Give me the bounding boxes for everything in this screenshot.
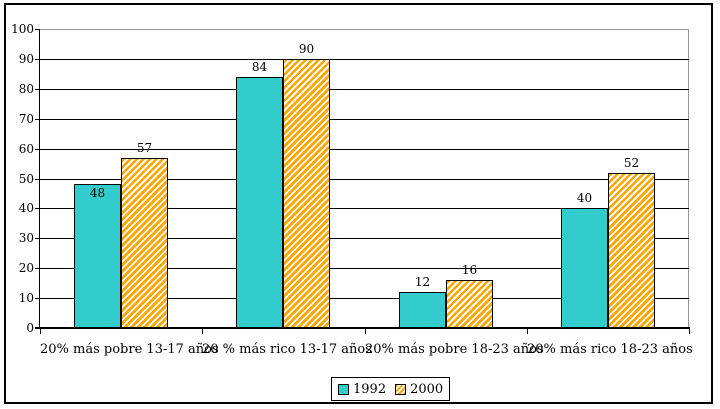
category-label: 20% más pobre 13-17 años: [40, 342, 219, 357]
y-tick-label: 30: [18, 231, 34, 245]
y-tick-label: 100: [11, 22, 34, 36]
y-axis-tick: [35, 268, 40, 269]
gridline: [40, 238, 689, 239]
bar-1992-group-3: [561, 208, 608, 328]
legend-label-1992: 1992: [353, 381, 387, 397]
plot-area-border: [40, 29, 689, 328]
legend-item-2000: 2000: [395, 382, 443, 397]
gridline: [40, 149, 689, 150]
y-axis-tick: [35, 149, 40, 150]
gridline: [40, 119, 689, 120]
y-tick-label: 0: [26, 321, 34, 335]
y-axis-tick: [35, 179, 40, 180]
chart-frame: [4, 3, 713, 404]
gridline: [40, 268, 689, 269]
y-tick-label: 70: [18, 112, 34, 126]
bar-2000-group-2: [446, 280, 493, 328]
legend-item-1992: 1992: [338, 382, 386, 397]
bar-value-label: 12: [414, 275, 431, 289]
x-axis-tick: [689, 328, 690, 334]
y-tick-label: 20: [18, 261, 34, 275]
y-axis: [39, 29, 40, 329]
bar-1992-group-2: [399, 292, 446, 328]
y-axis-tick: [35, 59, 40, 60]
bar-value-label: 57: [136, 141, 153, 155]
y-axis-tick: [35, 29, 40, 30]
legend: 1992 2000: [331, 377, 451, 401]
bar-value-label: 84: [251, 60, 268, 74]
legend-swatch-1992-icon: [338, 383, 349, 395]
gridline: [40, 179, 689, 180]
x-axis-tick: [202, 328, 203, 334]
y-axis-tick: [35, 89, 40, 90]
bar-2000-group-1: [283, 59, 330, 328]
bar-2000-group-0: [121, 158, 168, 328]
x-axis-tick: [527, 328, 528, 334]
x-axis: [35, 327, 690, 329]
x-axis-tick: [365, 328, 366, 334]
y-axis-tick: [35, 238, 40, 239]
y-tick-label: 60: [18, 142, 34, 156]
y-axis-tick: [35, 298, 40, 299]
bar-value-label: 52: [623, 156, 640, 170]
bar-value-label: 90: [298, 42, 315, 56]
y-tick-label: 10: [18, 291, 34, 305]
bar-2000-group-3: [608, 173, 655, 328]
bar-1992-group-0: [74, 184, 121, 328]
y-tick-label: 90: [18, 52, 34, 66]
category-label: 20% más rico 18-23 años: [527, 342, 693, 357]
gridline: [40, 298, 689, 299]
gridline: [40, 59, 689, 60]
y-tick-label: 40: [18, 201, 34, 215]
legend-label-2000: 2000: [410, 381, 444, 397]
y-axis-tick: [35, 119, 40, 120]
bar-value-label: 48: [89, 186, 106, 200]
category-label: 20 % más rico 13-17 años: [202, 342, 372, 357]
bar-1992-group-1: [236, 77, 283, 328]
gridline: [40, 208, 689, 209]
category-label: 20% más pobre 18-23 años: [365, 342, 544, 357]
y-tick-label: 80: [18, 82, 34, 96]
bar-value-label: 40: [576, 191, 593, 205]
y-axis-tick: [35, 208, 40, 209]
legend-swatch-2000-icon: [395, 383, 407, 395]
y-tick-label: 50: [18, 172, 34, 186]
bar-value-label: 16: [461, 263, 478, 277]
gridline: [40, 89, 689, 90]
x-axis-tick: [40, 328, 41, 334]
